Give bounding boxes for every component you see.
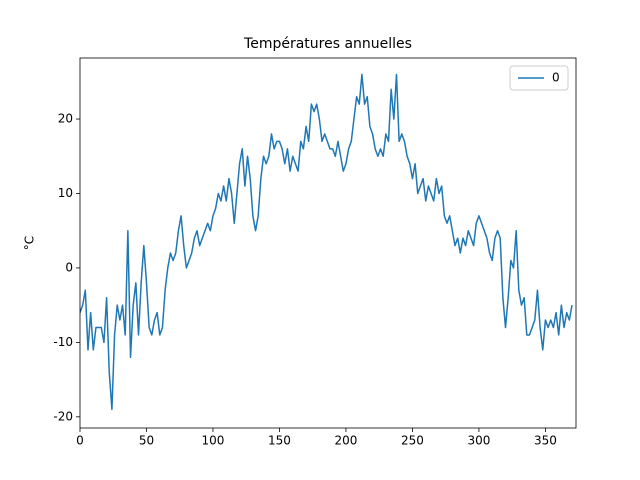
plot <box>80 73 573 411</box>
y-axis-label: °C <box>23 236 37 250</box>
x-tick-label: 150 <box>268 434 291 448</box>
y-tick-label: -10 <box>53 335 73 349</box>
y-tick-label: 10 <box>58 186 73 200</box>
x-tick-label: 0 <box>76 434 84 448</box>
y-tick-label: 0 <box>65 260 73 274</box>
x-tick-label: 200 <box>334 434 357 448</box>
x-tick-label: 350 <box>534 434 557 448</box>
y-tick-label: 20 <box>58 112 73 126</box>
x-tick-label: 250 <box>401 434 424 448</box>
data-line <box>80 73 573 411</box>
y-tick-label: -20 <box>53 409 73 423</box>
x-tick-label: 100 <box>202 434 225 448</box>
chart-title: Températures annuelles <box>243 36 412 52</box>
x-tick-label: 300 <box>467 434 490 448</box>
x-tick-label: 50 <box>139 434 154 448</box>
legend-label: 0 <box>552 71 560 85</box>
axes-frame <box>79 57 577 429</box>
